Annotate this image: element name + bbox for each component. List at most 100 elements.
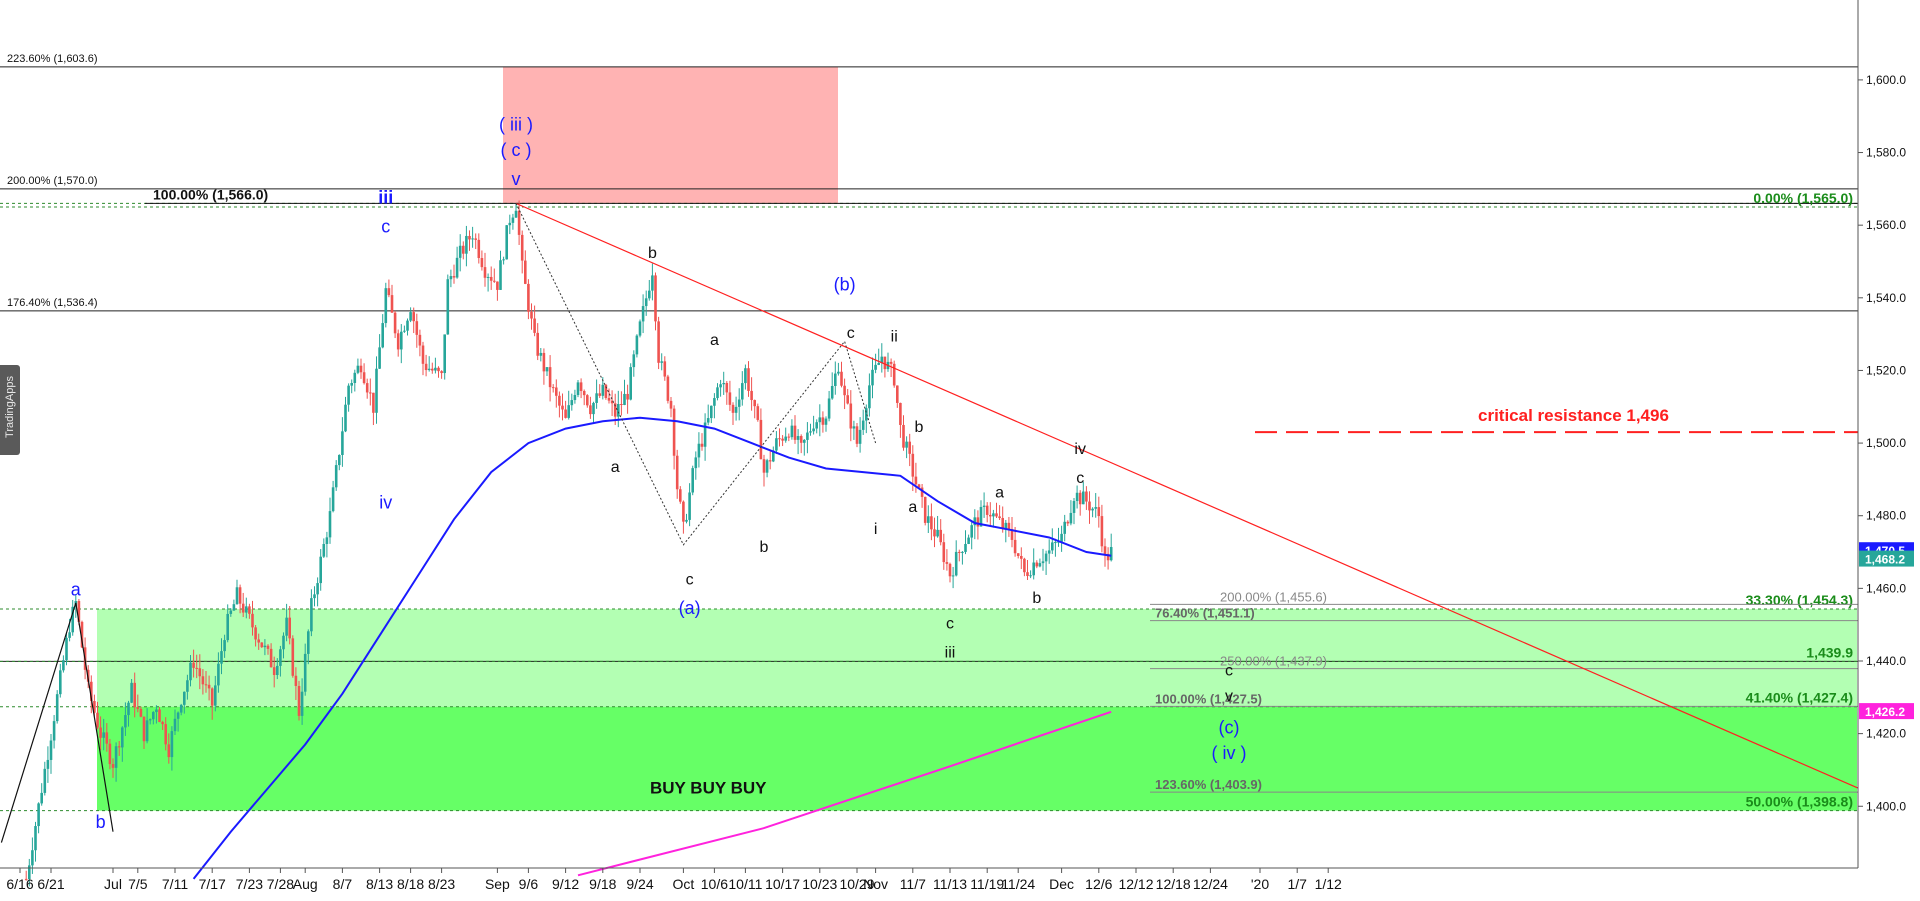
candle-body xyxy=(635,335,639,355)
candle-body xyxy=(68,632,71,638)
candle-body xyxy=(933,529,936,537)
candle-body xyxy=(1060,533,1063,542)
candle-body xyxy=(834,373,837,386)
candle-body xyxy=(747,368,750,391)
candle-body xyxy=(223,640,226,652)
candle-body xyxy=(595,393,598,403)
candle-body xyxy=(434,367,437,371)
candle-body xyxy=(505,225,508,260)
candle-body xyxy=(824,418,828,425)
candle-body xyxy=(493,280,496,282)
candle-body xyxy=(989,514,992,517)
candle-body xyxy=(1029,575,1032,577)
buy-zone xyxy=(97,706,1857,811)
candle-body xyxy=(629,367,632,400)
x-tick-label: 7/5 xyxy=(128,876,148,892)
candle-body xyxy=(706,418,710,423)
price-badge xyxy=(1859,550,1914,567)
candle-body xyxy=(496,281,499,290)
wave-label: a xyxy=(995,485,1004,502)
candle-body xyxy=(396,333,400,350)
wave-label: ( c ) xyxy=(501,140,532,160)
candle-body xyxy=(46,759,50,769)
candle-body xyxy=(365,383,369,393)
candle-body xyxy=(372,392,375,413)
wave-label: c xyxy=(1225,663,1233,680)
wave-label: ii xyxy=(891,328,898,345)
candle-body xyxy=(697,443,701,458)
candle-body xyxy=(291,638,295,676)
candle-body xyxy=(455,257,459,278)
candle-body xyxy=(241,603,245,613)
price-badge-label: 1,426.2 xyxy=(1865,705,1905,719)
candle-body xyxy=(40,792,43,804)
x-tick-label: Dec xyxy=(1049,876,1074,892)
candle-body xyxy=(536,332,539,356)
candle-body xyxy=(796,436,800,440)
candle-body xyxy=(145,720,149,742)
candle-body xyxy=(508,222,512,226)
wave-label: a xyxy=(71,580,82,600)
candle-body xyxy=(793,425,797,440)
candle-body xyxy=(220,651,223,664)
candle-body xyxy=(644,298,648,307)
candle-body xyxy=(334,465,338,488)
y-axis[interactable]: 1,400.0 1,420.0 1,440.0 1,460.0 1,480.0 1,500… xyxy=(1857,0,1914,868)
candle-body xyxy=(623,393,626,406)
candle-body xyxy=(803,439,806,443)
candle-body xyxy=(260,642,264,648)
candle-body xyxy=(331,487,335,512)
candle-body xyxy=(855,426,859,444)
candle-body xyxy=(840,371,843,386)
candle-body xyxy=(210,688,214,706)
fib-level-label: 0.00% (1,565.0) xyxy=(1753,190,1853,206)
candle-body xyxy=(1094,507,1097,509)
candle-body xyxy=(214,685,217,706)
candle-body xyxy=(657,321,660,363)
candle-body xyxy=(542,352,546,372)
candle-body xyxy=(195,667,198,669)
x-tick-label: 9/6 xyxy=(519,876,539,892)
candle-body xyxy=(666,376,670,401)
candle-body xyxy=(790,425,794,438)
candle-body xyxy=(1041,561,1045,564)
wave-label: c xyxy=(946,615,954,632)
candle-body xyxy=(229,610,233,614)
candle-body xyxy=(266,645,270,649)
candle-body xyxy=(861,420,865,430)
candle-body xyxy=(347,385,350,405)
candle-body xyxy=(350,382,353,386)
x-tick-label: 11/19 xyxy=(970,876,1004,892)
candle-body xyxy=(871,369,874,386)
candle-body xyxy=(1038,563,1042,567)
candle-body xyxy=(883,356,887,370)
wave-label: b xyxy=(760,539,769,556)
candle-body xyxy=(183,691,186,705)
candles-layer xyxy=(24,200,1113,887)
candle-body xyxy=(1035,562,1039,567)
candle-body xyxy=(269,648,273,668)
candle-body xyxy=(139,708,143,717)
x-tick-label: Nov xyxy=(863,876,888,892)
x-tick-label: '20 xyxy=(1251,876,1269,892)
candle-body xyxy=(483,267,487,278)
candle-body xyxy=(155,709,158,713)
candle-body xyxy=(192,662,195,668)
candle-body xyxy=(716,387,719,399)
candle-body xyxy=(961,551,964,553)
candle-body xyxy=(1032,562,1035,576)
candle-body xyxy=(1023,558,1026,573)
candle-body xyxy=(133,682,136,708)
candle-body xyxy=(818,417,822,423)
candle-body xyxy=(387,288,391,296)
candle-body xyxy=(403,330,406,332)
candle-body xyxy=(1085,491,1088,502)
candle-body xyxy=(598,393,601,396)
fib-level-label: 33.30% (1,454.3) xyxy=(1746,592,1853,608)
gray-level-label: 250.00% (1,437.9) xyxy=(1220,654,1327,669)
candle-body xyxy=(276,665,279,676)
buy-zone-label: BUY BUY BUY xyxy=(650,778,767,797)
candle-body xyxy=(889,361,893,364)
